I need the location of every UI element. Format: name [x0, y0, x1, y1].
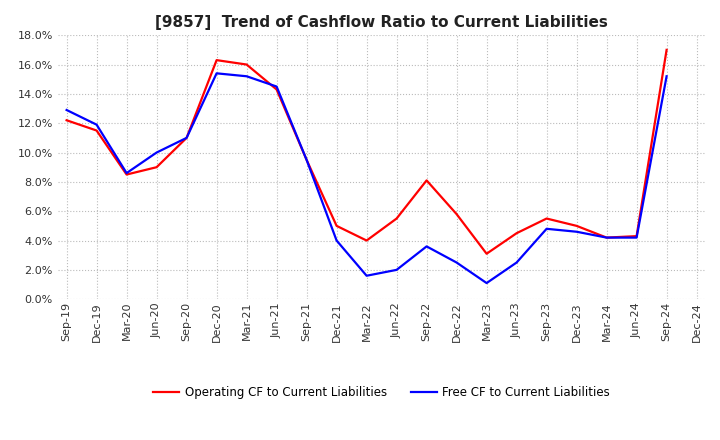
Operating CF to Current Liabilities: [392, 216, 401, 221]
Operating CF to Current Liabilities: [212, 58, 221, 63]
Free CF to Current Liabilities: [602, 235, 611, 240]
Free CF to Current Liabilities: [333, 238, 341, 243]
Operating CF to Current Liabilities: [92, 128, 101, 133]
Operating CF to Current Liabilities: [182, 135, 191, 140]
Operating CF to Current Liabilities: [422, 178, 431, 183]
Free CF to Current Liabilities: [452, 260, 461, 265]
Free CF to Current Liabilities: [153, 150, 161, 155]
Operating CF to Current Liabilities: [482, 251, 491, 257]
Operating CF to Current Liabilities: [62, 117, 71, 123]
Free CF to Current Liabilities: [392, 267, 401, 272]
Free CF to Current Liabilities: [92, 122, 101, 127]
Operating CF to Current Liabilities: [302, 157, 311, 162]
Free CF to Current Liabilities: [632, 235, 641, 240]
Operating CF to Current Liabilities: [662, 47, 671, 52]
Operating CF to Current Liabilities: [153, 165, 161, 170]
Free CF to Current Liabilities: [302, 157, 311, 162]
Operating CF to Current Liabilities: [602, 235, 611, 240]
Free CF to Current Liabilities: [362, 273, 371, 279]
Title: [9857]  Trend of Cashflow Ratio to Current Liabilities: [9857] Trend of Cashflow Ratio to Curren…: [156, 15, 608, 30]
Operating CF to Current Liabilities: [122, 172, 131, 177]
Operating CF to Current Liabilities: [632, 234, 641, 239]
Free CF to Current Liabilities: [513, 260, 521, 265]
Operating CF to Current Liabilities: [272, 87, 281, 92]
Free CF to Current Liabilities: [182, 135, 191, 140]
Free CF to Current Liabilities: [272, 84, 281, 89]
Operating CF to Current Liabilities: [452, 212, 461, 217]
Operating CF to Current Liabilities: [513, 231, 521, 236]
Operating CF to Current Liabilities: [572, 223, 581, 228]
Operating CF to Current Liabilities: [542, 216, 551, 221]
Operating CF to Current Liabilities: [242, 62, 251, 67]
Free CF to Current Liabilities: [122, 170, 131, 176]
Free CF to Current Liabilities: [62, 107, 71, 113]
Line: Free CF to Current Liabilities: Free CF to Current Liabilities: [66, 73, 667, 283]
Free CF to Current Liabilities: [422, 244, 431, 249]
Free CF to Current Liabilities: [242, 73, 251, 79]
Operating CF to Current Liabilities: [333, 223, 341, 228]
Free CF to Current Liabilities: [542, 226, 551, 231]
Free CF to Current Liabilities: [572, 229, 581, 235]
Line: Operating CF to Current Liabilities: Operating CF to Current Liabilities: [66, 50, 667, 254]
Free CF to Current Liabilities: [212, 71, 221, 76]
Free CF to Current Liabilities: [482, 280, 491, 286]
Free CF to Current Liabilities: [662, 73, 671, 79]
Legend: Operating CF to Current Liabilities, Free CF to Current Liabilities: Operating CF to Current Liabilities, Fre…: [148, 382, 615, 404]
Operating CF to Current Liabilities: [362, 238, 371, 243]
